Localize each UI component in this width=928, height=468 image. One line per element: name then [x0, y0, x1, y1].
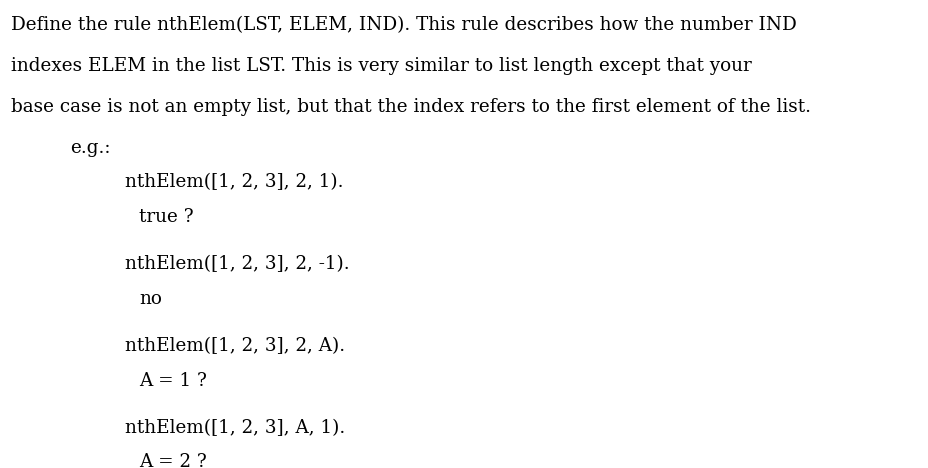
Text: true ?: true ?	[139, 208, 194, 226]
Text: indexes ELEM in the list LST. This is very similar to list length except that yo: indexes ELEM in the list LST. This is ve…	[11, 57, 751, 75]
Text: Define the rule nthElem(LST, ELEM, IND). This rule describes how the number IND: Define the rule nthElem(LST, ELEM, IND).…	[11, 16, 796, 34]
Text: nthElem([1, 2, 3], 2, A).: nthElem([1, 2, 3], 2, A).	[125, 337, 345, 355]
Text: nthElem([1, 2, 3], 2, -1).: nthElem([1, 2, 3], 2, -1).	[125, 255, 350, 273]
Text: A = 2 ?: A = 2 ?	[139, 453, 207, 468]
Text: nthElem([1, 2, 3], 2, 1).: nthElem([1, 2, 3], 2, 1).	[125, 173, 343, 191]
Text: nthElem([1, 2, 3], A, 1).: nthElem([1, 2, 3], A, 1).	[125, 419, 345, 437]
Text: A = 1 ?: A = 1 ?	[139, 372, 207, 389]
Text: no: no	[139, 290, 162, 307]
Text: base case is not an empty list, but that the index refers to the first element o: base case is not an empty list, but that…	[11, 98, 810, 116]
Text: e.g.:: e.g.:	[70, 139, 110, 156]
